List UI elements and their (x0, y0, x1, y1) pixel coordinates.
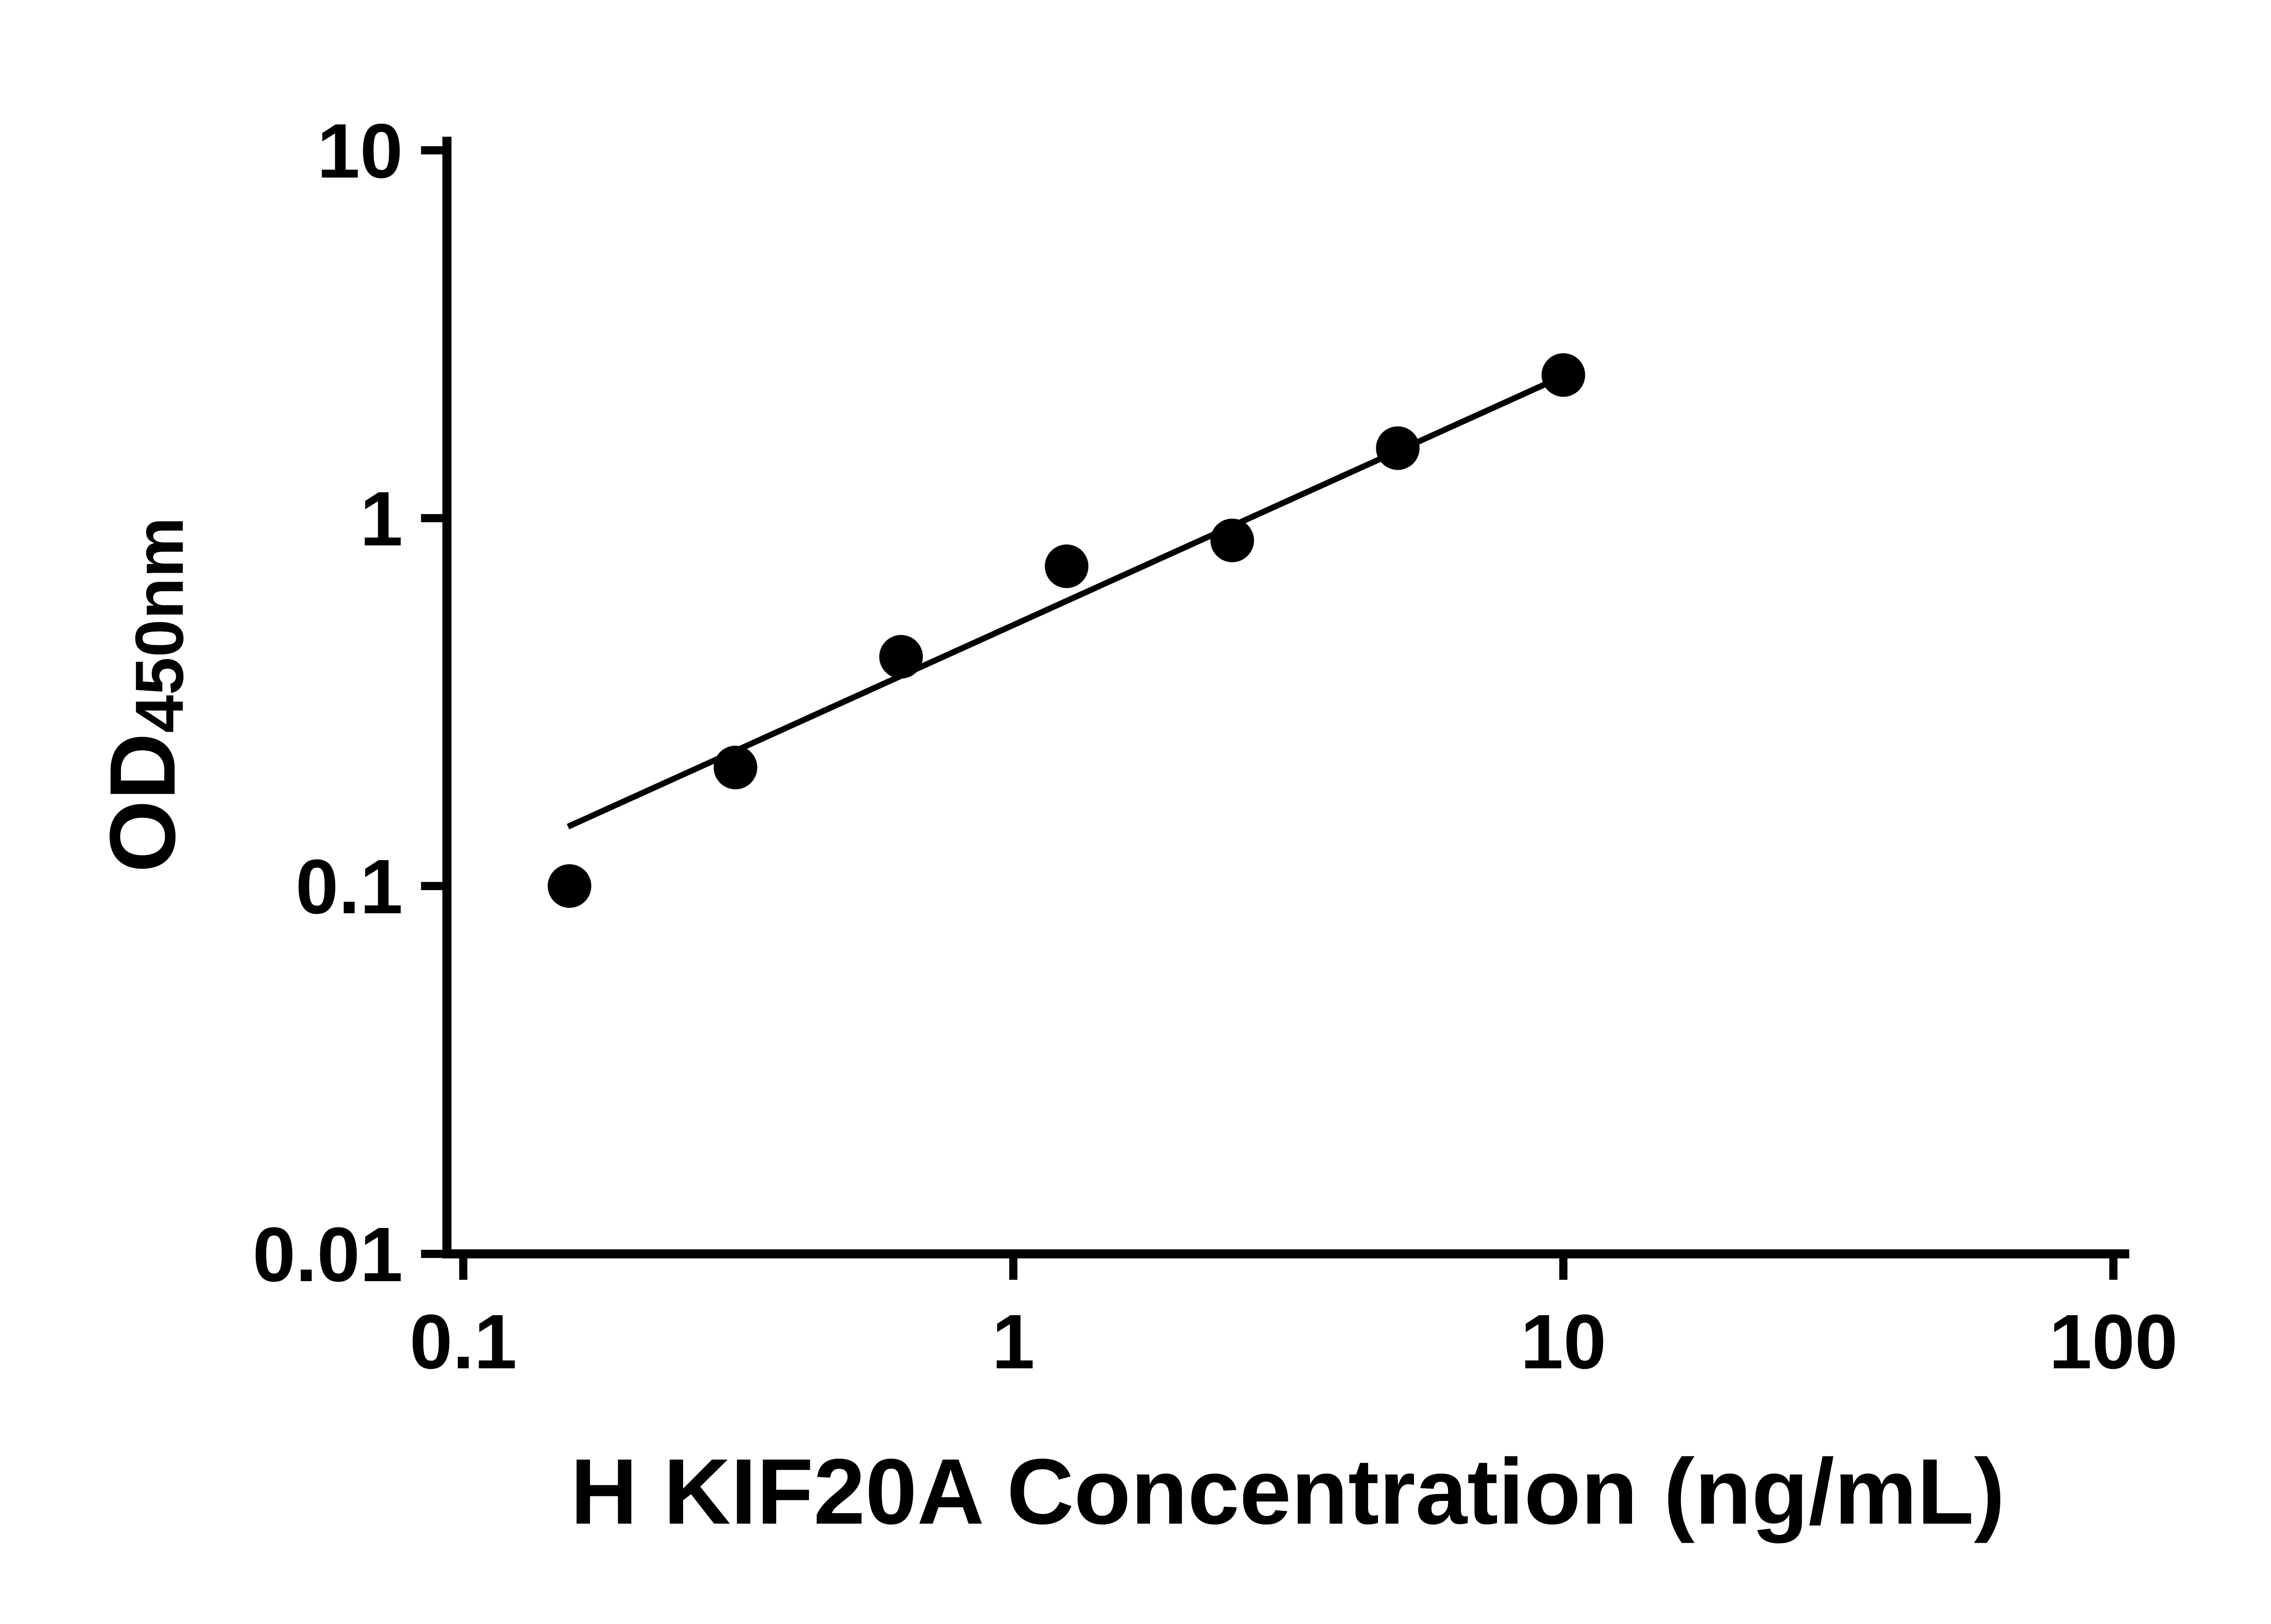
x-tick-label: 10 (1520, 1299, 1606, 1385)
y-tick-label: 0.1 (296, 844, 403, 930)
x-tick-label: 1 (992, 1299, 1035, 1385)
y-axis-title-subscript: 450nm (121, 517, 198, 733)
y-tick-label: 1 (360, 476, 403, 562)
x-axis-title: H KIF20A Concentration (ng/mL) (570, 1440, 2005, 1544)
y-axis-title: OD450nm (89, 517, 199, 873)
data-point (1045, 544, 1089, 588)
data-point (714, 746, 758, 790)
data-point (1210, 518, 1254, 562)
data-point (1376, 426, 1420, 470)
data-point (1542, 353, 1585, 397)
x-tick-label: 100 (2049, 1299, 2178, 1385)
y-axis-title-main: OD (90, 733, 195, 873)
y-tick-label: 10 (317, 108, 403, 194)
data-point (547, 864, 591, 908)
data-point (879, 635, 923, 679)
x-tick-label: 0.1 (410, 1299, 517, 1385)
y-tick-label: 0.01 (253, 1212, 403, 1298)
